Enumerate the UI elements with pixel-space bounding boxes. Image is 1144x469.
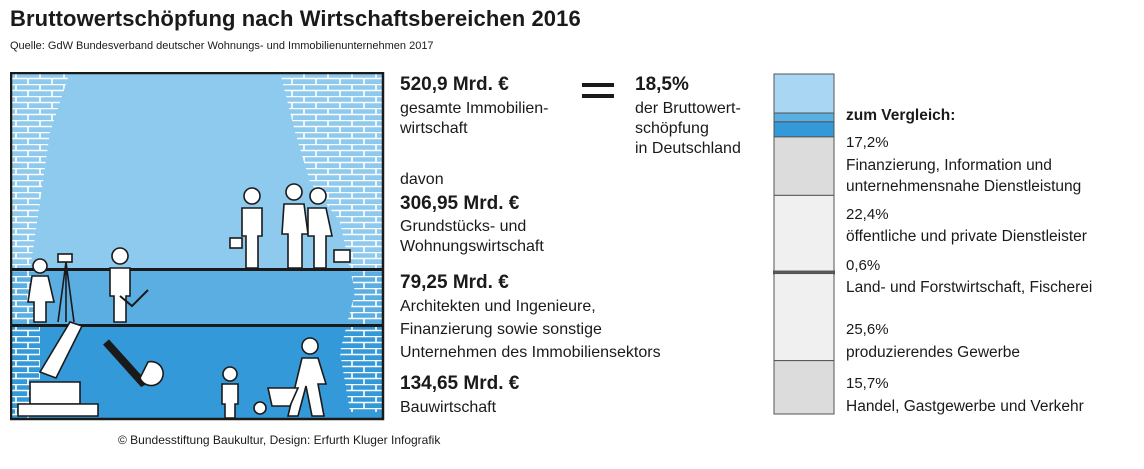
bar-segment-comparison-5 [773,360,835,415]
comparison-5-label-line-1: Handel, Gastgewerbe und Verkehr [846,398,1084,415]
comparison-1-pct: 17,2% [846,134,889,151]
credit-footer: © Bundesstiftung Baukultur, Design: Erfu… [118,433,441,447]
comparison-4-label-line-1: produzierendes Gewerbe [846,344,1021,361]
bar-segment-immobilien-sub-2 [773,112,835,123]
comparison-title: zum Vergleich: [846,107,956,124]
share-label-line-3: in Deutschland [635,140,741,157]
segment-1-label-line-1: Grundstücks- und [400,218,527,235]
comparison-5-pct: 15,7% [846,375,889,392]
chart-title: Bruttowertschöpfung nach Wirtschaftsbere… [10,6,581,31]
bar-segment-comparison-2 [773,194,835,273]
architects-icon [27,247,149,323]
bar-segment-comparison-1 [773,136,835,196]
comparison-3-pct: 0,6% [846,257,881,274]
segment-3-label-line-1: Bauwirtschaft [400,399,497,416]
bar-segment-immobilien-total [773,73,835,114]
total-label-line-2: wirtschaft [400,120,468,137]
people-icon [229,183,351,269]
building-illustration [10,72,385,421]
davon-label: davon [400,171,444,188]
segment-3-value: 134,65 Mrd. € [400,373,520,394]
comparison-1-label-line-1: Finanzierung, Information und [846,157,1052,174]
floor-middle [10,270,384,326]
brick-wall-left [10,72,70,270]
bar-segment-comparison-4 [773,273,835,362]
share-value: 18,5% [635,74,689,95]
comparison-2-pct: 22,4% [846,206,889,223]
bar-segment-immobilien-sub-3 [773,121,835,138]
source-note: Quelle: GdW Bundesverband deutscher Wohn… [10,40,434,52]
comparison-2-label-line-1: öffentliche und private Dienstleister [846,228,1087,245]
segment-2-value: 79,25 Mrd. € [400,272,509,293]
comparison-4-pct: 25,6% [846,321,889,338]
total-label-line-1: gesamte Immobilien- [400,100,549,117]
segment-2-label-line-2: Finanzierung sowie sonstige [400,321,602,338]
share-label-line-2: schöpfung [635,120,709,137]
construction-icon [17,321,328,419]
segment-1-label-line-2: Wohnungswirtschaft [400,238,544,255]
equals-sign [582,83,614,105]
share-label-line-1: der Bruttowert- [635,100,741,117]
comparison-3-label-line-1: Land- und Forstwirtschaft, Fischerei [846,279,1093,296]
comparison-1-label-line-2: unternehmensnahe Dienstleistung [846,178,1082,195]
comparison-stacked-bar [773,73,835,415]
segment-1-value: 306,95 Mrd. € [400,193,520,214]
total-value: 520,9 Mrd. € [400,74,509,95]
segment-2-label-line-1: Architekten und Ingenieure, [400,298,596,315]
segment-2-label-line-3: Unternehmen des Immobiliensektors [400,344,661,361]
